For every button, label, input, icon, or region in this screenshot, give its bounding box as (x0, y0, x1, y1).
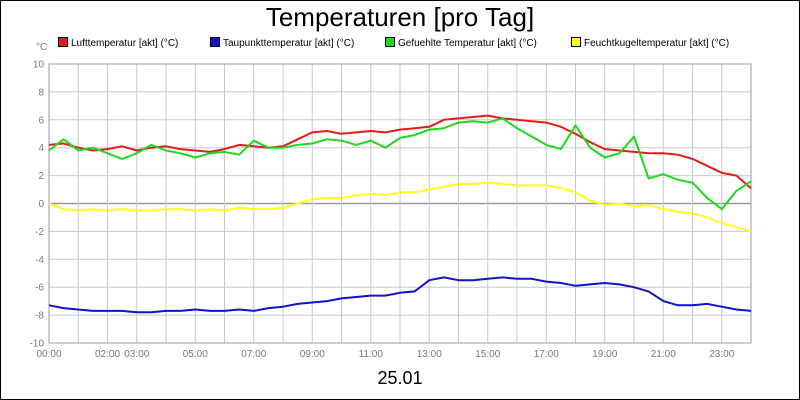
x-tick-label: 05:00 (183, 349, 208, 360)
y-tick-label: 2 (38, 171, 44, 182)
y-tick-label: 0 (38, 199, 44, 210)
y-tick-label: 6 (38, 115, 44, 126)
grid-layer (48, 63, 752, 344)
legend-label-feuchtkugeltemperatur: Feuchtkugeltemperatur [akt] (°C) (584, 38, 730, 49)
x-tick-label: 02:00 (95, 349, 120, 360)
x-tick-label: 15:00 (475, 349, 500, 360)
y-axis-unit: °C (36, 42, 48, 53)
legend-item-lufttemperatur: Lufttemperatur [akt] (°C) (58, 37, 179, 49)
date-label: 25.01 (377, 368, 423, 388)
y-tick-label: -8 (35, 311, 44, 322)
legend-label-taupunkttemperatur: Taupunkttemperatur [akt] (°C) (223, 38, 355, 49)
legend-swatch-lufttemperatur (58, 37, 68, 48)
x-tick-label: 23:00 (709, 349, 734, 360)
x-tick-label: 19:00 (592, 349, 617, 360)
y-tick-label: -2 (35, 227, 44, 238)
x-tick-label: 13:00 (417, 349, 442, 360)
x-tick-label: 17:00 (534, 349, 559, 360)
legend-swatch-gefuehlte-temperatur (385, 37, 395, 48)
series-line-0 (48, 114, 752, 189)
series-layer (48, 114, 752, 314)
y-tick-label: 10 (33, 60, 45, 71)
legend-label-gefuehlte-temperatur: Gefuehlte Temperatur [akt] (°C) (398, 38, 537, 49)
series-line-2 (48, 117, 752, 211)
x-tick-label: 07:00 (241, 349, 266, 360)
x-tick-label: 00:00 (36, 349, 61, 360)
series-line-3 (48, 181, 752, 233)
y-tick-label: 8 (38, 87, 44, 98)
x-tick-label: 03:00 (124, 349, 149, 360)
series-line-1 (48, 276, 752, 314)
legend-item-taupunkttemperatur: Taupunkttemperatur [akt] (°C) (210, 37, 355, 49)
x-tick-label: 21:00 (651, 349, 676, 360)
y-tick-label: -4 (35, 255, 44, 266)
y-tick-label: 4 (38, 143, 44, 154)
x-tick-label: 09:00 (300, 349, 325, 360)
legend-item-gefuehlte-temperatur: Gefuehlte Temperatur [akt] (°C) (385, 37, 537, 49)
legend-swatch-feuchtkugeltemperatur (571, 37, 581, 48)
x-tick-label: 11:00 (359, 349, 384, 360)
legend-swatch-taupunkttemperatur (210, 37, 220, 48)
y-tick-label: -6 (35, 283, 44, 294)
y-tick-label: -10 (30, 339, 45, 350)
legend-label-lufttemperatur: Lufttemperatur [akt] (°C) (71, 38, 179, 49)
chart-title: Temperaturen [pro Tag] (265, 2, 535, 32)
legend-item-feuchtkugeltemperatur: Feuchtkugeltemperatur [akt] (°C) (571, 37, 730, 49)
